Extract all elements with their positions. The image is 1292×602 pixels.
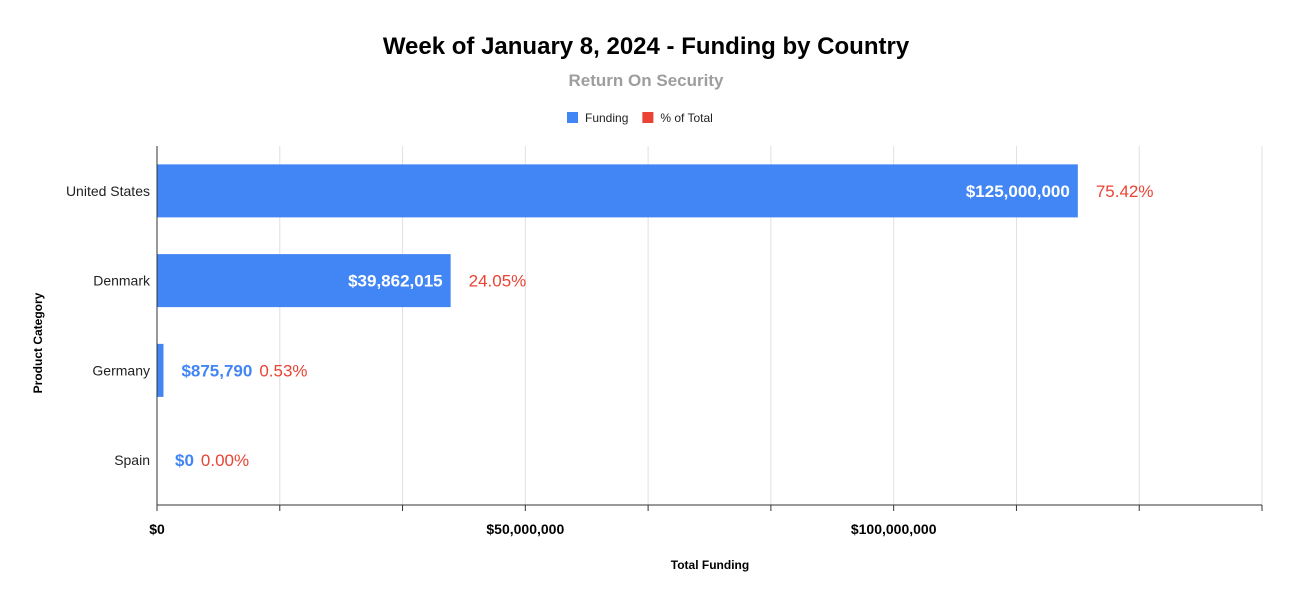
percent-label: 24.05%: [469, 272, 527, 291]
legend-label-0: Funding: [585, 111, 628, 125]
x-tick-label: $100,000,000: [851, 521, 937, 537]
category-label: Denmark: [93, 273, 151, 289]
value-label: $39,862,015: [348, 272, 443, 291]
bars: United States $125,000,000 75.42% Denmark $3…: [66, 164, 1154, 470]
percent-label: 75.42%: [1096, 182, 1154, 201]
category-label: United States: [66, 183, 150, 199]
bar-0: [157, 164, 1078, 218]
bar-1: [157, 254, 451, 308]
category-label: Germany: [92, 362, 150, 378]
y-axis-title: Product Category: [31, 292, 45, 393]
legend-label-1: % of Total: [660, 111, 712, 125]
axes: $0 $50,000,000 $100,000,000: [149, 146, 1263, 537]
bar-2: [157, 343, 164, 397]
percent-label: 0.53%: [259, 361, 307, 380]
legend: Funding % of Total: [567, 111, 713, 125]
x-axis-title: Total Funding: [671, 558, 749, 572]
legend-swatch-1: [642, 112, 654, 123]
percent-label: 0.00%: [201, 451, 249, 470]
value-label: $125,000,000: [966, 182, 1070, 201]
x-tick-label: $50,000,000: [486, 521, 564, 537]
value-label: $0: [175, 451, 194, 470]
category-label: Spain: [114, 452, 150, 468]
chart-subtitle: Return On Security: [569, 71, 724, 90]
chart-title: Week of January 8, 2024 - Funding by Cou…: [383, 33, 910, 60]
legend-swatch-0: [567, 112, 578, 123]
value-label: $875,790: [181, 361, 252, 380]
x-tick-label: $0: [149, 521, 165, 537]
